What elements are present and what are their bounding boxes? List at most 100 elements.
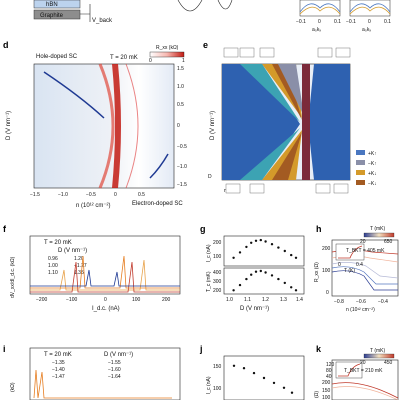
e-region-brown-top xyxy=(272,64,302,120)
k-curves xyxy=(331,382,399,401)
i-legend-0: −1.35 xyxy=(52,360,65,366)
g-top-points-point-0 xyxy=(232,256,235,259)
e-state-icons xyxy=(223,47,351,194)
panel-e: e D (V nm⁻¹) D n +K↑ −K↑ xyxy=(203,40,377,194)
k-inset-y-tick-1: 80 xyxy=(326,368,332,374)
g-top-points-point-7 xyxy=(270,243,274,246)
g-bottom-points-point-4 xyxy=(254,270,258,273)
k-colorbar-title: T (mK) xyxy=(370,348,386,354)
g-bottom-points-point-5 xyxy=(259,269,262,273)
f-curve-0 xyxy=(30,259,180,291)
i-legend-2: −1.40 xyxy=(52,367,65,373)
d-y-tick-6: −1.5 xyxy=(177,182,187,188)
f-curve-2 xyxy=(30,255,180,289)
f-x-tick-2: 0 xyxy=(104,297,107,303)
d-blue-line-upper xyxy=(43,71,105,119)
right-plot-x-label: a₀kₓ xyxy=(362,27,371,33)
i-legend-4: −1.47 xyxy=(52,374,65,380)
e-legend-swatch-1 xyxy=(356,160,365,165)
f-plot-area xyxy=(29,235,181,295)
g-bottom-points xyxy=(232,269,298,292)
d-colorbar-label: R_xx (kΩ) xyxy=(156,45,179,51)
d-y-tick-3: 0 xyxy=(177,123,180,129)
f-legend-5: 1.35 xyxy=(74,270,84,276)
vback-label: V_back xyxy=(92,18,113,24)
g-x-tick-1: 1.1 xyxy=(244,297,251,303)
f-x-tick-4: 200 xyxy=(162,297,171,303)
d-temperature: T = 20 mK xyxy=(110,55,138,61)
d-colorbar-tick-1: 1 xyxy=(182,58,185,64)
j-y-tick-1: 100 xyxy=(213,386,222,392)
d-annotation-electron: Electron-doped SC xyxy=(132,201,183,207)
graphite-layer xyxy=(33,9,81,20)
panel-label-h: h xyxy=(316,224,322,234)
panel-label-j: j xyxy=(199,344,203,354)
panel-label-d: d xyxy=(3,40,9,50)
h-inset-x-tick-0: 0 xyxy=(338,262,341,268)
g-bottom-tick-1: 300 xyxy=(213,279,222,285)
k-colorbar-max: 450 xyxy=(384,360,393,366)
f-legend-4: −1.27 xyxy=(74,263,87,269)
e-region-brown-bottom xyxy=(272,132,302,180)
g-bottom-area xyxy=(223,267,305,295)
d-red-band xyxy=(112,64,121,188)
h-x-label: n (10¹² cm⁻²) xyxy=(346,307,375,313)
d-y-tick-2: 0.5 xyxy=(177,102,184,108)
h-colorbar-min: 20 xyxy=(360,239,366,245)
d-red-curve-right xyxy=(125,63,139,189)
right-plot-x-tick-1: 0 xyxy=(368,19,371,25)
k-y-tick-1: 150 xyxy=(322,388,331,394)
h-x-tick-1: −0.6 xyxy=(356,299,366,305)
k-colorbar: T (mK) 20 450 xyxy=(360,348,395,366)
panel-i: i T = 20 mK D (V nm⁻¹) −1.35 −1.55 −1.40… xyxy=(3,344,181,401)
e-legend-swatch-0 xyxy=(356,150,365,155)
h-colorbar: T (mK) 20 650 xyxy=(360,226,395,245)
e-region-teal-bottom xyxy=(240,128,300,180)
d-y-label: D (V nm⁻¹) xyxy=(6,111,12,140)
e-center-strip xyxy=(302,64,310,180)
e-region-teal-top xyxy=(240,64,300,122)
k-inset: T_BKT = 210 mK 120 80 40 xyxy=(326,361,383,380)
k-y-tick-0: 200 xyxy=(322,380,331,386)
g-top-points-point-2 xyxy=(245,245,248,249)
i-legend-3: −1.60 xyxy=(108,367,121,373)
f-y-label: dV_xx/dI_d.c. (kΩ) xyxy=(10,256,16,298)
d-colorbar: R_xx (kΩ) 0 1 xyxy=(149,45,185,64)
g-x-tick-2: 1.2 xyxy=(262,297,269,303)
h-y-tick-2: 0 xyxy=(326,290,329,296)
d-x-tick-1: −1.0 xyxy=(58,192,68,198)
d-y-tick-4: −0.5 xyxy=(177,144,187,150)
e-legend-swatch-2 xyxy=(356,170,365,175)
h-inset-x-label: T (K) xyxy=(344,268,355,274)
k-inset-y-tick-0: 120 xyxy=(326,362,335,368)
f-x-tick-0: −200 xyxy=(36,297,47,303)
g-bottom-label: T_c (mK) xyxy=(206,271,212,292)
vback-wire xyxy=(80,4,91,22)
h-colorbar-title: T (mK) xyxy=(370,226,386,232)
j-points-point-6 xyxy=(290,391,294,394)
h-inset: T_BKT = 405 mK 0 0.4 T (K) xyxy=(335,243,385,274)
g-top-label: I_c (nA) xyxy=(206,244,212,262)
i-curve-peaks xyxy=(33,369,172,399)
e-y-label: D (V nm⁻¹) xyxy=(210,111,216,140)
left-plot-x-tick-1: 0 xyxy=(318,19,321,25)
j-y-label: I_c (nA) xyxy=(206,376,212,394)
left-plot-x-tick-2: 0.1 xyxy=(334,19,341,25)
g-top-tick-0: 200 xyxy=(213,240,222,246)
e-legend-swatch-3 xyxy=(356,180,365,185)
g-top-points xyxy=(232,238,298,259)
d-x-tick-3: 0 xyxy=(114,192,117,198)
g-top-points-point-4 xyxy=(254,239,258,242)
band-sketch xyxy=(177,0,233,12)
f-legend-1: 1.00 xyxy=(48,263,58,269)
k-colorbar-min: 20 xyxy=(360,360,366,366)
d-y-tick-5: −1.0 xyxy=(177,164,187,170)
g-top-points-point-1 xyxy=(238,251,242,254)
h-colorbar-max: 650 xyxy=(384,239,393,245)
h-y-tick-0: 200 xyxy=(322,246,331,252)
panel-label-i: i xyxy=(3,344,6,354)
i-legend-5: −1.64 xyxy=(108,374,121,380)
j-points xyxy=(232,364,294,394)
g-top-points-point-6 xyxy=(264,240,267,243)
e-legend-label-2: +K↓ xyxy=(368,171,377,177)
